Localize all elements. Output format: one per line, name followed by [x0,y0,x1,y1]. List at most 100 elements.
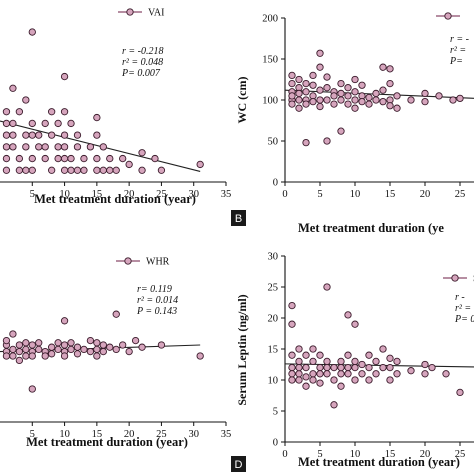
y-tick-label: 30 [268,252,279,263]
data-point [80,166,88,174]
data-point [344,370,352,378]
panel-label-text: D [235,459,243,471]
data-point [302,363,310,372]
data-point [93,154,101,163]
x-tick-label: 10 [350,449,361,460]
data-point [372,96,380,104]
x-tick-label: 35 [221,189,232,200]
x-tick-label: 15 [385,189,396,200]
data-point [288,320,296,328]
data-point [316,86,324,94]
stat-line: r= 0.119 [137,284,172,295]
data-point [41,119,49,128]
y-tick-label: 200 [262,14,278,25]
data-point [323,357,331,366]
x-tick-label: 35 [221,429,232,440]
data-point [421,370,429,378]
stat-line: P= 0 [454,314,474,325]
x-axis-label: Met treatment duration (year) [34,192,196,206]
data-point [48,166,56,174]
data-point [106,343,114,351]
y-tick-label: 15 [268,345,279,356]
data-point [295,370,303,378]
data-point [86,347,95,356]
data-point [28,131,36,139]
data-point [2,166,11,174]
data-point [442,370,450,378]
data-point [28,166,36,174]
data-point [54,143,62,151]
data-point [112,310,120,318]
data-point [351,376,359,384]
x-tick-label: 20 [124,429,135,440]
data-point [351,75,359,84]
data-point [60,72,69,81]
panel-label-d: D [231,456,246,472]
data-point [316,363,324,372]
data-point [15,356,24,365]
stat-line: P = 0.143 [136,306,177,317]
data-point [93,131,101,139]
data-point [48,131,56,139]
data-point [22,143,30,151]
data-point [365,351,373,359]
data-point [379,345,387,353]
stat-line: r² = 0.014 [137,295,178,306]
data-point [131,336,140,345]
panel-label-b: B [231,210,246,226]
data-point [386,65,394,73]
data-point [393,92,401,100]
data-point [54,119,62,128]
x-tick-label: 5 [30,429,35,440]
y-tick-label: 100 [262,96,278,107]
stat-line: r² = 0.048 [122,57,163,68]
data-point [344,100,352,108]
y-tick-label: 10 [268,376,279,387]
data-point [351,104,359,112]
x-tick-label: 5 [30,189,35,200]
y-tick-label: 20 [268,314,279,325]
data-point [112,345,120,354]
data-point [337,363,345,372]
data-point [344,311,352,319]
data-point [9,352,17,360]
data-point [295,96,303,104]
data-point [288,363,296,372]
x-tick-label: 30 [188,429,199,440]
data-point [323,370,331,378]
y-tick-label: 50 [268,137,279,148]
data-point [379,63,387,71]
data-point [112,166,120,174]
data-point [302,88,310,96]
data-point [372,89,380,98]
data-point [93,339,101,347]
panel-label-box [231,456,246,472]
data-point [295,363,303,372]
data-point [67,339,75,347]
data-point [337,96,345,104]
data-point [9,143,17,151]
data-point [99,143,107,151]
data-point [48,108,56,116]
data-point [330,363,338,372]
x-tick-label: 25 [156,429,167,440]
data-point [344,363,352,372]
data-point [2,154,11,163]
stat-line: r = -0.218 [122,46,163,57]
stat-line: r² = [450,45,466,56]
data-point [67,119,75,128]
data-point [2,352,11,360]
data-point [15,347,24,356]
panel-label-box [231,210,246,226]
data-point [2,119,11,128]
x-tick-label: 0 [282,449,287,460]
data-point [22,96,30,104]
data-point [302,138,310,147]
data-point [2,131,11,139]
data-point [9,330,17,338]
data-point [337,382,345,390]
data-point [48,350,56,358]
data-point [309,345,317,353]
